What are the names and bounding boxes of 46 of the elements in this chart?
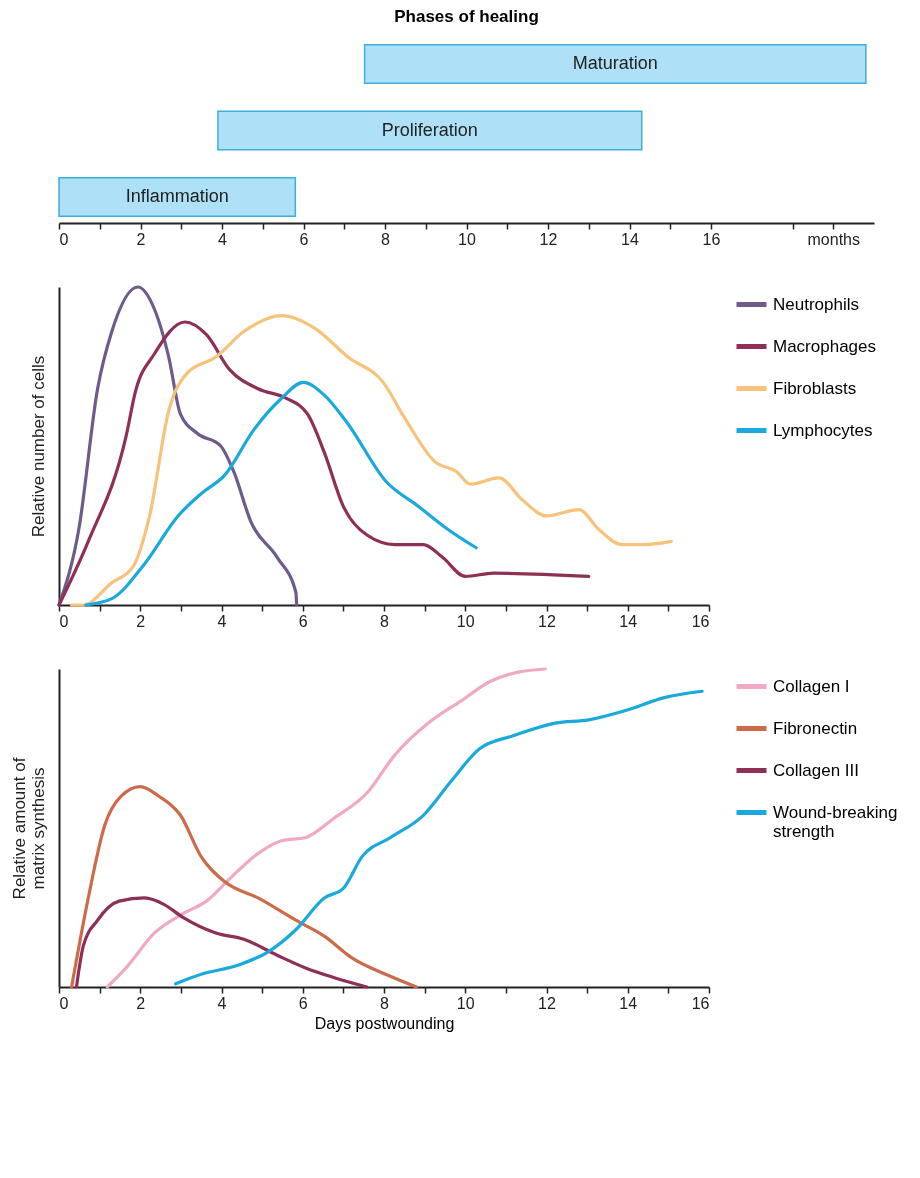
- chart-title: Phases of healing: [394, 7, 539, 26]
- bar: [217, 110, 643, 151]
- x-tick-label: 10: [458, 230, 476, 248]
- x-tick-label: 6: [298, 612, 308, 630]
- x-tick-label: 12: [538, 612, 556, 630]
- legend-label: Neutrophils: [773, 294, 859, 314]
- y-tick-label: Proliferation: [381, 119, 478, 140]
- legend-label: Collagen III: [773, 760, 859, 780]
- x-tick-label: 8: [381, 230, 391, 248]
- x-tick-label: months: [807, 230, 860, 248]
- x-tick-label: 4: [218, 230, 228, 248]
- x-tick-label: 0: [59, 994, 69, 1012]
- y-tick-label: Maturation: [572, 52, 658, 73]
- x-tick-label: 16: [691, 994, 710, 1012]
- bar: [58, 177, 297, 218]
- x-tick-label: 0: [59, 612, 69, 630]
- legend-label: Wound-breaking strength: [773, 802, 898, 841]
- x-tick-label: 6: [298, 994, 308, 1012]
- x-tick-label: 16: [702, 230, 721, 248]
- x-tick-label: 14: [621, 230, 639, 248]
- x-tick-label: 6: [299, 230, 309, 248]
- x-tick-label: 12: [538, 994, 556, 1012]
- x-tick-label: 4: [217, 994, 227, 1012]
- x-tick-label: 4: [217, 612, 227, 630]
- x-tick-label: 0: [59, 230, 69, 248]
- x-tick-label: 10: [456, 994, 475, 1012]
- x-tick-label: 2: [136, 230, 146, 248]
- x-tick-label: 14: [619, 612, 638, 630]
- x-tick-label: 10: [456, 612, 475, 630]
- x-tick-label: 2: [136, 994, 146, 1012]
- x-tick-label: 16: [691, 612, 710, 630]
- x-tick-label: 2: [136, 612, 146, 630]
- y-tick-label: Inflammation: [125, 186, 229, 207]
- x-axis-title: Days postwounding: [314, 1014, 455, 1032]
- bar: [363, 43, 867, 84]
- y-axis-title: Relative number of cells: [28, 355, 48, 538]
- legend-label: Macrophages: [773, 336, 877, 356]
- y-axis-title: Relative amount of matrix synthesis: [9, 757, 48, 900]
- legend-label: Collagen I: [773, 676, 850, 696]
- legend-label: Lymphocytes: [773, 420, 873, 440]
- x-tick-label: 12: [539, 230, 558, 248]
- x-tick-label: 8: [380, 994, 390, 1012]
- x-tick-label: 14: [619, 994, 638, 1012]
- legend-label: Fibroblasts: [773, 378, 857, 398]
- x-tick-label: 8: [380, 612, 390, 630]
- legend-label: Fibronectin: [773, 718, 858, 738]
